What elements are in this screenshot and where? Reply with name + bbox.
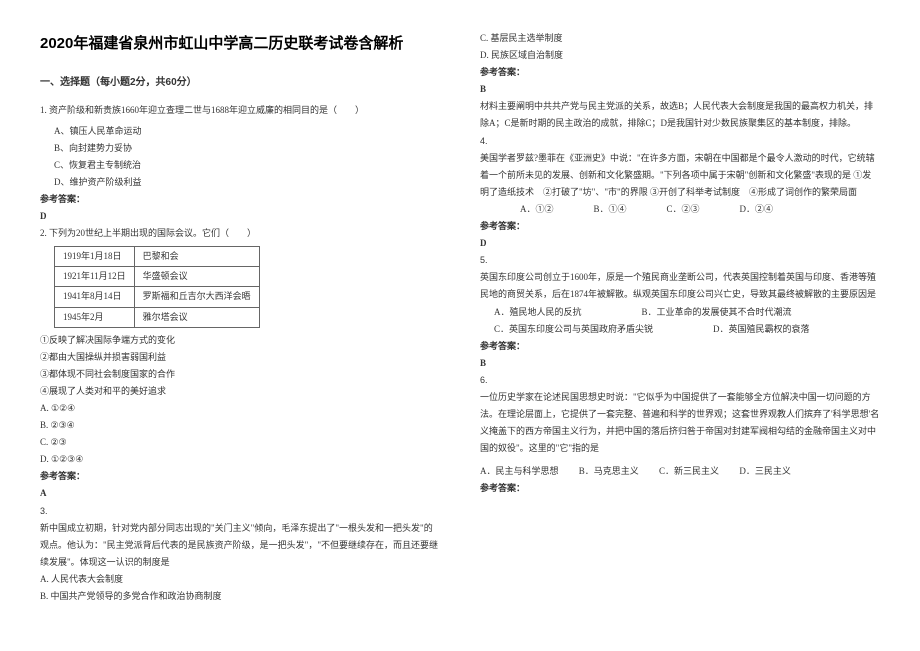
q4-ans: D: [480, 235, 880, 252]
q3-ans-label: 参考答案：: [480, 64, 880, 81]
table-cell: 巴黎和会: [134, 247, 259, 267]
q6-opt-a: A．民主与科学思想: [480, 466, 559, 476]
q1-stem: 1. 资产阶级和新贵族1660年迎立查理二世与1688年迎立威廉的相同目的是（ …: [40, 102, 440, 119]
q4-opt-d: D．②④: [740, 201, 774, 218]
q6-opt-d: D．三民主义: [739, 466, 791, 476]
table-cell: 1921年11月12日: [55, 267, 135, 287]
q5-opt-d: D．英国殖民霸权的衰落: [713, 321, 810, 338]
q6-text: 一位历史学家在论述民国思想史时说："它似乎为中国提供了一套能够全方位解决中国一切…: [480, 389, 880, 457]
right-column: C. 基层民主选举制度 D. 民族区域自治制度 参考答案： B 材料主要阐明中共…: [480, 30, 880, 605]
table-cell: 1941年8月14日: [55, 287, 135, 307]
q6-ans-label: 参考答案：: [480, 480, 880, 497]
q2-table: 1919年1月18日巴黎和会 1921年11月12日华盛顿会议 1941年8月1…: [54, 246, 260, 327]
q2-opt-c: C. ②③: [40, 434, 440, 451]
q3-text: 新中国成立初期，针对党内部分同志出现的"关门主义"倾向，毛泽东提出了"一根头发和…: [40, 520, 440, 571]
table-cell: 1919年1月18日: [55, 247, 135, 267]
q5-ans-label: 参考答案：: [480, 338, 880, 355]
q3-num: 3.: [40, 503, 440, 520]
q5-opts-2: C．英国东印度公司与英国政府矛盾尖锐 D．英国殖民霸权的衰落: [480, 321, 880, 338]
q5-opt-a: A．殖民地人民的反抗: [494, 304, 582, 321]
q1-ans: D: [40, 208, 440, 225]
q6-opt-c: C．新三民主义: [659, 466, 719, 476]
q2-s2: ②都由大国操纵并损害弱国利益: [40, 349, 440, 366]
q5-opt-b: B．工业革命的发展使其不合时代潮流: [642, 304, 792, 321]
q4-text: 美国学者罗兹?墨菲在《亚洲史》中说："在许多方面，宋朝在中国都是个最令人激动的时…: [480, 150, 880, 201]
q6-opt-b: B．马克思主义: [579, 466, 639, 476]
left-column: 2020年福建省泉州市虹山中学高二历史联考试卷含解析 一、选择题（每小题2分，共…: [40, 30, 440, 605]
table-cell: 罗斯福和丘吉尔大西洋会晤: [134, 287, 259, 307]
q4-opt-c: C．②③: [667, 201, 700, 218]
q3-ans: B: [480, 81, 880, 98]
q2-opt-d: D. ①②③④: [40, 451, 440, 468]
q2-s3: ③都体现不同社会制度国家的合作: [40, 366, 440, 383]
q3-opt-a: A. 人民代表大会制度: [40, 571, 440, 588]
q2-opt-b: B. ②③④: [40, 417, 440, 434]
q5-ans: B: [480, 355, 880, 372]
q4-opt-a: A．①②: [520, 201, 554, 218]
q5-opts-1: A．殖民地人民的反抗 B．工业革命的发展使其不合时代潮流: [480, 304, 880, 321]
q2-opt-a: A. ①②④: [40, 400, 440, 417]
table-cell: 雅尔塔会议: [134, 307, 259, 327]
q2-s4: ④展现了人类对和平的美好追求: [40, 383, 440, 400]
q1-ans-label: 参考答案：: [40, 191, 440, 208]
q3-explain: 材料主要阐明中共共产党与民主党派的关系，故选B；人民代表大会制度是我国的最高权力…: [480, 98, 880, 132]
exam-page: 2020年福建省泉州市虹山中学高二历史联考试卷含解析 一、选择题（每小题2分，共…: [0, 0, 920, 635]
q1-opt-a: A、镇压人民革命运动: [40, 123, 440, 140]
doc-title: 2020年福建省泉州市虹山中学高二历史联考试卷含解析: [40, 30, 440, 59]
q5-num: 5.: [480, 252, 880, 269]
section-head: 一、选择题（每小题2分，共60分）: [40, 73, 440, 92]
q4-options: A．①② B．①④ C．②③ D．②④: [480, 201, 880, 218]
q3-opt-c: C. 基层民主选举制度: [480, 30, 880, 47]
q4-opt-b: B．①④: [594, 201, 627, 218]
q6-options: A．民主与科学思想 B．马克思主义 C．新三民主义 D．三民主义: [480, 463, 880, 480]
q1-opt-b: B、向封建势力妥协: [40, 140, 440, 157]
q2-ans-label: 参考答案：: [40, 468, 440, 485]
q2-s1: ①反映了解决国际争端方式的变化: [40, 332, 440, 349]
q3-opt-b: B. 中国共产党领导的多党合作和政治协商制度: [40, 588, 440, 605]
q2-ans: A: [40, 485, 440, 502]
q5-opt-c: C．英国东印度公司与英国政府矛盾尖锐: [494, 321, 653, 338]
table-cell: 1945年2月: [55, 307, 135, 327]
q2-stem: 2. 下列为20世纪上半期出现的国际会议。它们（ ）: [40, 225, 440, 242]
q5-text: 英国东印度公司创立于1600年，原是一个殖民商业垄断公司，代表英国控制着英国与印…: [480, 269, 880, 303]
q4-num: 4.: [480, 133, 880, 150]
q1-opt-d: D、维护资产阶级利益: [40, 174, 440, 191]
q1-opt-c: C、恢复君主专制统治: [40, 157, 440, 174]
q3-opt-d: D. 民族区域自治制度: [480, 47, 880, 64]
q6-num: 6.: [480, 372, 880, 389]
table-cell: 华盛顿会议: [134, 267, 259, 287]
q4-ans-label: 参考答案：: [480, 218, 880, 235]
